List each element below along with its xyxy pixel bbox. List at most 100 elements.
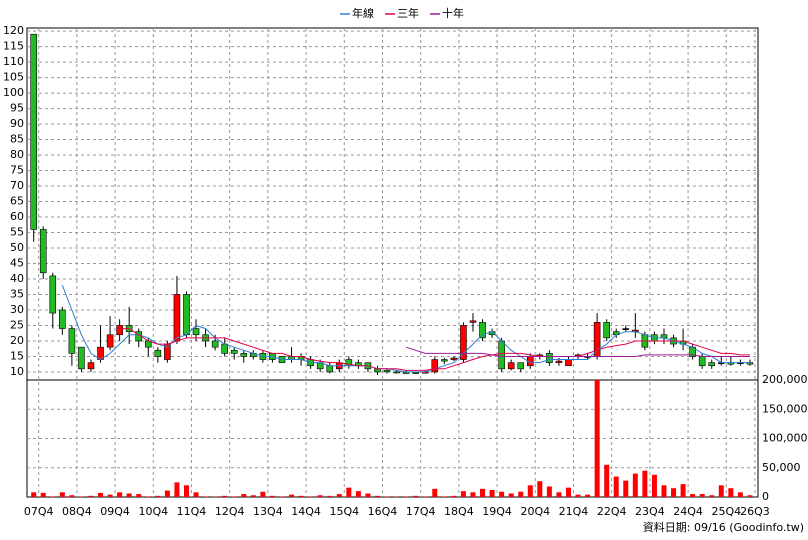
x-tick-label: 11Q4 xyxy=(177,505,207,518)
volume-bar xyxy=(78,496,84,497)
volume-bar xyxy=(575,494,581,497)
x-tick-label: 25Q4 xyxy=(711,505,741,518)
y-tick-label: 110 xyxy=(3,55,24,68)
volume-bar xyxy=(222,495,228,497)
y-tick-label: 65 xyxy=(10,195,24,208)
legend-label: 十年 xyxy=(442,6,464,20)
legend-label: 三年 xyxy=(397,6,419,20)
y-tick-label: 105 xyxy=(3,71,24,84)
candle-body xyxy=(565,359,572,367)
x-tick-label: 21Q4 xyxy=(559,505,589,518)
volume-bar xyxy=(451,495,457,497)
y-tick-label: 35 xyxy=(10,287,24,300)
volume-bar xyxy=(117,492,123,497)
x-tick-label: 14Q4 xyxy=(291,505,321,518)
volume-bar xyxy=(155,495,161,497)
y-tick-label: 45 xyxy=(10,256,24,269)
candle-body xyxy=(68,328,76,354)
candle-body xyxy=(441,359,448,362)
y-tick-label: 15 xyxy=(10,349,24,362)
volume-bar xyxy=(642,470,648,497)
ma-line xyxy=(405,346,750,357)
candle-body xyxy=(78,346,85,370)
candle-body xyxy=(507,362,515,370)
volume-bar xyxy=(403,496,409,497)
volume-bar xyxy=(50,496,56,497)
volume-bar xyxy=(632,473,638,497)
footer: 資料日期: 09/16 (Goodinfo.tw) xyxy=(643,520,804,534)
volume-bar xyxy=(546,486,552,497)
y-tick-label: 75 xyxy=(10,164,24,177)
volume-bar xyxy=(518,491,524,497)
grid-layer xyxy=(27,28,758,497)
y-tick-label: 50 xyxy=(10,241,24,254)
volume-bar xyxy=(537,481,543,497)
x-tick-label: 26Q3 xyxy=(740,505,770,518)
x-tick-label: 16Q4 xyxy=(368,505,398,518)
y-tick-label: 80 xyxy=(10,148,24,161)
x-tick-label: 18Q4 xyxy=(444,505,474,518)
volume-bar xyxy=(508,493,514,497)
candle-body xyxy=(211,340,219,348)
candle-body xyxy=(173,294,181,342)
volume-bar xyxy=(365,493,371,497)
y-tick-label: 30 xyxy=(10,303,24,316)
x-tick-label: 20Q4 xyxy=(520,505,550,518)
volume-bar xyxy=(40,492,46,497)
volume-bar xyxy=(107,494,113,497)
legend-label: 年線 xyxy=(352,6,374,20)
candle-body xyxy=(383,370,391,373)
volume-bar xyxy=(355,491,361,497)
candle-body xyxy=(555,360,563,363)
volume-bar xyxy=(728,488,734,497)
volume-tick-label: 200,000 xyxy=(762,373,808,386)
volume-bar xyxy=(699,494,705,497)
y-tick-label: 120 xyxy=(3,24,24,37)
x-tick-label: 23Q4 xyxy=(635,505,665,518)
plot-frame xyxy=(26,27,759,498)
volume-bar xyxy=(661,485,667,497)
volume-bar xyxy=(269,495,275,497)
x-tick-label: 08Q4 xyxy=(62,505,92,518)
x-tick-label: 07Q4 xyxy=(24,505,54,518)
volume-bar xyxy=(680,484,686,497)
candle-body xyxy=(622,328,630,330)
candle-body xyxy=(517,362,525,370)
volume-bar xyxy=(317,495,323,497)
volume-bar xyxy=(556,492,562,497)
volume-bar xyxy=(489,489,495,497)
volume-bar xyxy=(327,495,333,497)
candle-body xyxy=(49,275,57,314)
volume-bar xyxy=(241,494,247,497)
volume-bar xyxy=(203,496,209,497)
candle-body xyxy=(106,334,114,348)
candle-body xyxy=(603,322,610,339)
volume-bar xyxy=(432,488,438,497)
volume-tick-label: 50,000 xyxy=(762,461,801,474)
volume-bar xyxy=(690,494,696,497)
y-tick-label: 70 xyxy=(10,179,24,192)
volume-bar xyxy=(709,495,715,497)
candle-body xyxy=(326,365,334,373)
candle-body xyxy=(87,362,95,370)
volume-bar xyxy=(422,496,428,497)
volume-bar xyxy=(183,485,189,497)
x-tick-label: 15Q4 xyxy=(329,505,359,518)
candle-body xyxy=(116,325,123,336)
candle-body xyxy=(660,334,668,339)
volume-bar xyxy=(145,496,151,497)
volume-bar xyxy=(594,380,600,497)
volume-bar xyxy=(88,495,94,497)
y-tick-label: 115 xyxy=(3,40,24,53)
volume-bar xyxy=(718,485,724,497)
volume-bar xyxy=(336,494,342,497)
volume-bar xyxy=(747,495,753,497)
volume-bar xyxy=(126,493,132,497)
candle-body xyxy=(498,340,505,370)
y-tick-label: 40 xyxy=(10,272,24,285)
candle-body xyxy=(431,359,439,373)
candle-body xyxy=(39,229,47,274)
candle-body xyxy=(469,320,477,323)
volume-tick-label: 0 xyxy=(762,490,769,503)
volume-bar xyxy=(289,494,295,497)
